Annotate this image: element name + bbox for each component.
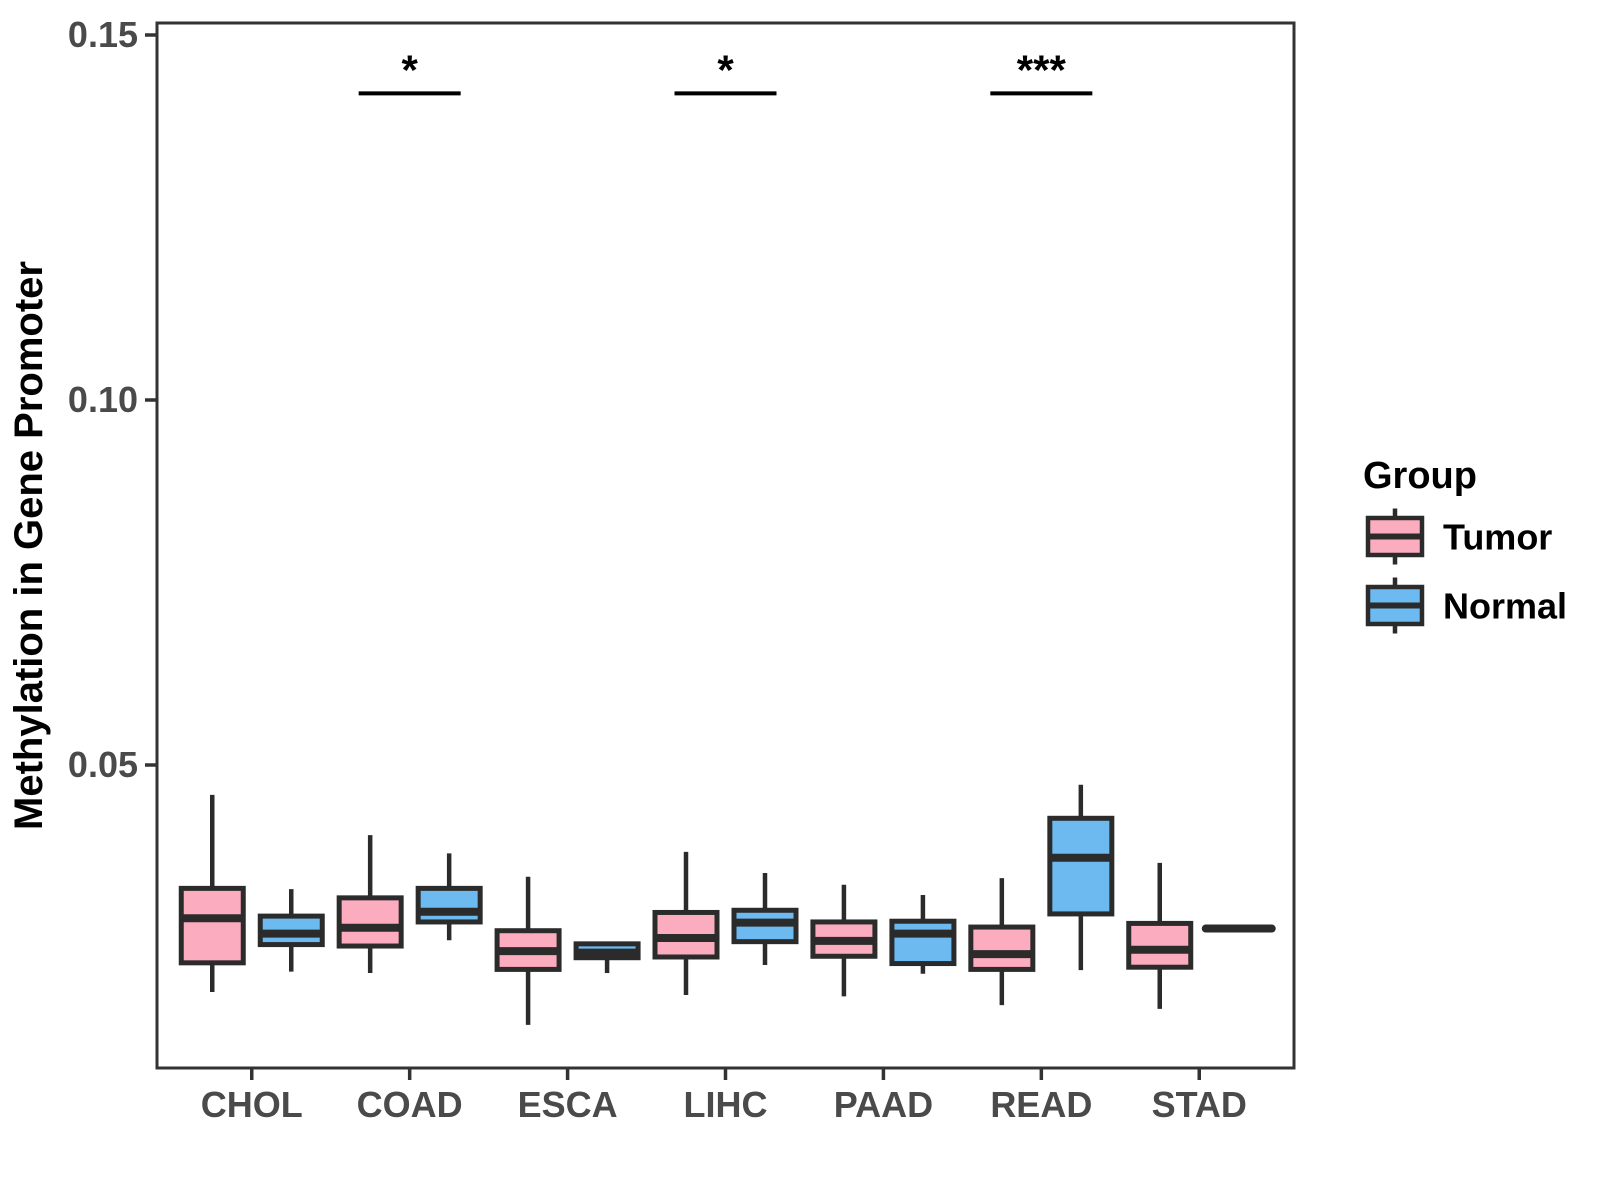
normal-box-coad <box>415 885 483 925</box>
x-axis-tick-label-coad: COAD <box>357 1084 463 1125</box>
tumor-box-chol <box>178 885 246 966</box>
normal-box-read <box>1047 815 1115 917</box>
y-axis-title: Methylation in Gene Promoter <box>7 261 51 830</box>
tumor-box-stad <box>1126 920 1194 970</box>
plot-panel-border <box>155 21 1296 1070</box>
y-axis-tick-label: 0.15 <box>68 14 138 55</box>
legend-label-tumor: Tumor <box>1443 517 1552 558</box>
legend-title: Group <box>1363 455 1477 497</box>
significance-stars-lihc: * <box>717 46 734 93</box>
legend-label-normal: Normal <box>1443 586 1567 627</box>
significance-stars-coad: * <box>401 46 418 93</box>
normal-box-paad <box>889 918 957 967</box>
y-axis-tick-label: 0.10 <box>68 379 138 420</box>
y-axis-tick-label: 0.05 <box>68 744 138 785</box>
plot-panel <box>157 23 1294 1068</box>
x-axis-tick-label-chol: CHOL <box>201 1084 303 1125</box>
x-axis-tick-label-paad: PAAD <box>834 1084 933 1125</box>
x-axis-tick-label-read: READ <box>990 1084 1092 1125</box>
tumor-box-coad <box>336 895 404 949</box>
tumor-box-read <box>968 924 1036 972</box>
x-axis-tick-label-stad: STAD <box>1152 1084 1247 1125</box>
significance-stars-read: *** <box>1017 46 1067 93</box>
x-axis-tick-label-esca: ESCA <box>518 1084 618 1125</box>
x-axis-tick-label-lihc: LIHC <box>684 1084 768 1125</box>
